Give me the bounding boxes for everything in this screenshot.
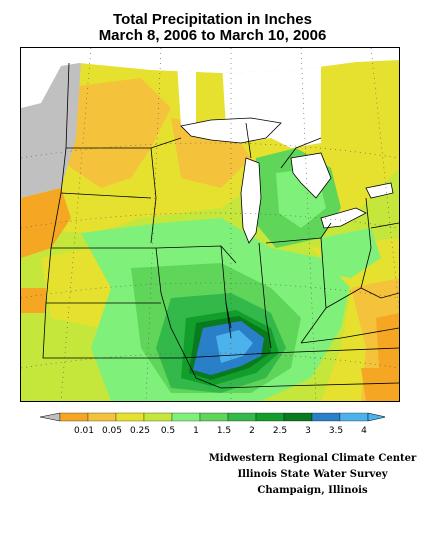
precipitation-fields xyxy=(21,60,399,401)
credit-line-3: Champaign, Illinois xyxy=(257,485,368,496)
legend-label-0.25: 0.25 xyxy=(130,426,150,436)
lake-huron xyxy=(290,152,332,199)
precipitation-legend: 0.01 0.05 0.25 0.5 1 1.5 2 2.5 3 3.5 4 xyxy=(39,411,387,441)
graticule xyxy=(21,48,399,401)
credit-line-1: Midwestern Regional Climate Center xyxy=(208,453,417,464)
map-title-line-1: Total Precipitation in Inches xyxy=(113,11,312,28)
lake-michigan xyxy=(240,157,262,244)
lake-erie xyxy=(320,207,367,229)
legend-swatch-0.25 xyxy=(115,412,145,422)
legend-swatch-1 xyxy=(171,412,201,422)
legend-label-0.05: 0.05 xyxy=(102,426,122,436)
legend-color-bar: 0.01 0.05 0.25 0.5 1 1.5 2 2.5 3 3.5 4 xyxy=(39,412,387,436)
legend-label-0.5: 0.5 xyxy=(161,426,175,436)
legend-low-arrow xyxy=(39,412,61,422)
credit-line-2: Illinois State Water Survey xyxy=(237,469,388,480)
legend-label-1.5: 1.5 xyxy=(217,426,231,436)
legend-swatch-3 xyxy=(283,412,313,422)
legend-label-3: 3 xyxy=(305,426,311,436)
legend-swatch-0.05 xyxy=(87,412,117,422)
legend-swatch-4 xyxy=(339,412,369,422)
legend-label-2: 2 xyxy=(249,426,255,436)
legend-high-arrow xyxy=(367,412,387,422)
map-title-line-2: March 8, 2006 to March 10, 2006 xyxy=(98,27,327,44)
lake-superior xyxy=(180,117,282,144)
legend-swatch-1.5 xyxy=(199,412,229,422)
legend-swatch-2 xyxy=(227,412,257,422)
precipitation-map xyxy=(20,47,400,402)
lake-ontario xyxy=(365,182,394,199)
field-0.01-southeast xyxy=(361,368,399,401)
legend-label-0.01: 0.01 xyxy=(74,426,94,436)
legend-label-3.5: 3.5 xyxy=(329,426,343,436)
outside-projection xyxy=(21,48,399,108)
field-trace-northwest xyxy=(21,63,81,198)
field-1-ohio xyxy=(321,228,381,278)
legend-swatch-2.5 xyxy=(255,412,285,422)
legend-label-4: 4 xyxy=(361,426,367,436)
state-boundaries xyxy=(42,62,399,389)
field-0.01-west xyxy=(21,288,46,313)
legend-swatch-3.5 xyxy=(311,412,341,422)
great-lakes xyxy=(180,117,394,244)
legend-swatch-0.5 xyxy=(143,412,173,422)
legend-label-2.5: 2.5 xyxy=(273,426,287,436)
legend-label-1: 1 xyxy=(193,426,199,436)
field-0.05-upper-midwest xyxy=(51,78,171,188)
legend-swatch-0.01 xyxy=(59,412,89,422)
